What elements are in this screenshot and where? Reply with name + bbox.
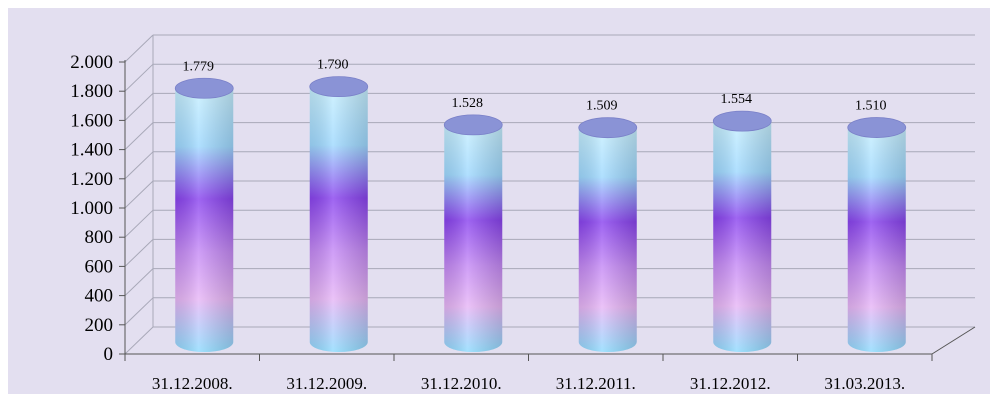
y-tick-label: 1.600 [70, 110, 113, 131]
y-tick-label: 600 [85, 256, 114, 277]
y-tick-label: 1.800 [70, 81, 113, 102]
gridline-side [124, 239, 154, 267]
bar-top [309, 76, 369, 98]
bar [309, 76, 369, 352]
x-tick-label: 31.12.2008. [152, 374, 233, 393]
y-tick-label: 1.200 [70, 169, 113, 190]
gridline-side [124, 326, 154, 355]
bar-top [847, 117, 907, 138]
bar-top [712, 110, 772, 132]
gridline-side [124, 268, 154, 296]
bar [847, 117, 907, 352]
gridline-side [124, 297, 154, 326]
bar-shade [847, 127, 906, 352]
data-label: 1.528 [452, 96, 484, 111]
bar-shade [309, 86, 368, 352]
gridline-side [124, 93, 154, 121]
y-tick-label: 0 [104, 344, 114, 365]
data-label: 1.510 [855, 99, 887, 114]
labels: 0 200 400 600 800 1.000 1.200 1.400 1.600 1.800 2.… [70, 52, 905, 393]
y-tick-label: 2.000 [70, 52, 113, 73]
bar [712, 110, 772, 352]
gridline-side [124, 34, 154, 63]
x-tick-label: 31.12.2009. [286, 374, 367, 393]
bar-shade [713, 121, 772, 352]
floor-edge-line [931, 326, 976, 355]
gridline-side [124, 151, 154, 180]
y-tick-label: 800 [85, 227, 114, 248]
data-label: 1.790 [317, 58, 349, 73]
bar-top [174, 77, 234, 99]
gridline-side [124, 122, 154, 150]
gridline-side [124, 180, 154, 209]
y-tick-label: 200 [85, 315, 114, 336]
y-tick-label: 1.400 [70, 140, 113, 161]
bars [174, 76, 907, 353]
gridline-side [124, 209, 154, 238]
x-tick-label: 31.12.2011. [556, 374, 636, 393]
gridlines [124, 34, 975, 355]
data-label: 1.779 [183, 59, 215, 74]
bar-shade [444, 124, 503, 352]
x-tick-label: 31.12.2012. [690, 374, 771, 393]
axes [119, 35, 976, 361]
bar-top [443, 114, 503, 136]
gridline-side [124, 63, 154, 92]
bar-top [578, 117, 638, 139]
y-tick-label: 400 [85, 286, 114, 307]
bar-shade [578, 127, 637, 352]
bar [174, 77, 234, 353]
y-tick-label: 1.000 [70, 198, 113, 219]
bar [443, 114, 503, 352]
bar [578, 117, 638, 352]
bar-shade [175, 88, 234, 353]
data-label: 1.509 [586, 99, 618, 114]
x-tick-label: 31.12.2010. [421, 374, 502, 393]
data-label: 1.554 [721, 92, 753, 107]
x-tick-label: 31.03.2013. [824, 374, 905, 393]
